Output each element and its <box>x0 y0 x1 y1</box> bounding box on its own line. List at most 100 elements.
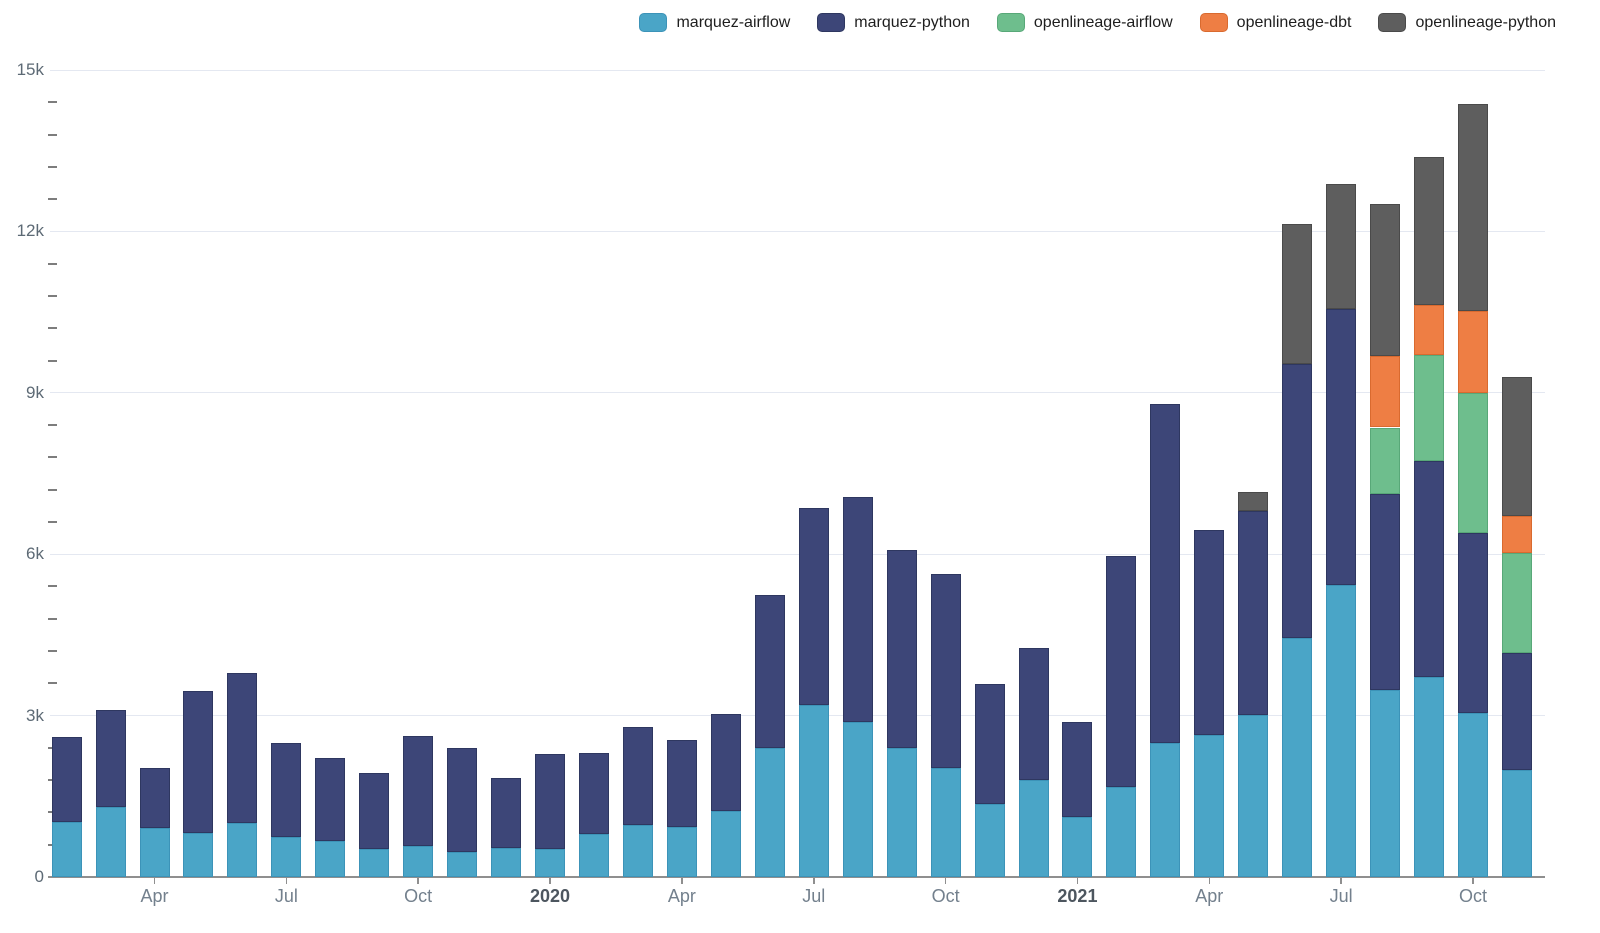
bar-segment-openlineage-python[interactable] <box>1458 104 1488 311</box>
bar-segment-marquez-airflow[interactable] <box>1501 769 1532 877</box>
bar-segment-marquez-python[interactable] <box>95 709 126 808</box>
bar-segment-openlineage-dbt[interactable] <box>1501 516 1532 554</box>
bar-segment-marquez-airflow[interactable] <box>1282 638 1313 877</box>
legend-item-marquez-python[interactable]: marquez-python <box>817 13 970 32</box>
bar-segment-marquez-airflow[interactable] <box>930 768 961 877</box>
bar-segment-marquez-python[interactable] <box>1326 309 1357 586</box>
y-minor-tick <box>48 617 57 620</box>
x-axis-tick <box>549 878 551 884</box>
bar-segment-marquez-python[interactable] <box>1370 494 1401 691</box>
bar-segment-openlineage-airflow[interactable] <box>1370 427 1401 495</box>
bar-segment-marquez-airflow[interactable] <box>359 849 390 877</box>
bar-segment-openlineage-python[interactable] <box>1501 376 1532 516</box>
bar-segment-marquez-python[interactable] <box>886 550 917 748</box>
bar-segment-marquez-python[interactable] <box>842 496 873 722</box>
bar-segment-marquez-airflow[interactable] <box>1326 585 1357 877</box>
bar-segment-marquez-python[interactable] <box>798 507 829 705</box>
bar-segment-marquez-python[interactable] <box>491 778 522 849</box>
y-gridline <box>50 230 1545 232</box>
bar-segment-marquez-airflow[interactable] <box>403 846 434 877</box>
bar-segment-marquez-python[interactable] <box>710 713 741 811</box>
x-axis-label: Jul <box>802 886 826 906</box>
bar-segment-marquez-python[interactable] <box>403 735 434 847</box>
bar-segment-marquez-airflow[interactable] <box>51 821 82 877</box>
bar-segment-marquez-python[interactable] <box>1414 461 1445 678</box>
y-minor-tick <box>48 488 57 491</box>
bar-segment-marquez-python[interactable] <box>1018 647 1049 780</box>
bar-segment-marquez-airflow[interactable] <box>1194 734 1225 877</box>
bar-segment-marquez-airflow[interactable] <box>1018 779 1049 877</box>
y-minor-tick <box>48 101 57 104</box>
bar-segment-marquez-python[interactable] <box>359 773 390 850</box>
bar-segment-marquez-airflow[interactable] <box>227 823 258 877</box>
bar-segment-marquez-python[interactable] <box>579 752 609 834</box>
bar-segment-marquez-airflow[interactable] <box>579 833 609 877</box>
bar-segment-marquez-airflow[interactable] <box>1370 690 1401 877</box>
bar-segment-marquez-python[interactable] <box>1458 533 1488 713</box>
bar-segment-marquez-airflow[interactable] <box>974 804 1005 877</box>
bar-segment-marquez-airflow[interactable] <box>271 837 302 877</box>
y-minor-tick <box>48 133 57 136</box>
bar-segment-marquez-airflow[interactable] <box>1238 715 1269 877</box>
bar-segment-marquez-python[interactable] <box>139 768 170 829</box>
bar-segment-marquez-airflow[interactable] <box>754 747 785 877</box>
bar-segment-marquez-python[interactable] <box>1106 556 1137 788</box>
bar-segment-marquez-python[interactable] <box>51 737 82 822</box>
bar-segment-marquez-airflow[interactable] <box>491 848 522 877</box>
bar-segment-openlineage-dbt[interactable] <box>1458 310 1488 393</box>
y-minor-tick <box>48 456 57 459</box>
bar-segment-marquez-airflow[interactable] <box>315 841 346 877</box>
bar-segment-marquez-airflow[interactable] <box>886 747 917 877</box>
bar-segment-marquez-airflow[interactable] <box>622 824 653 877</box>
bar-segment-marquez-python[interactable] <box>447 747 478 852</box>
bar-segment-marquez-airflow[interactable] <box>798 704 829 877</box>
bar-segment-marquez-airflow[interactable] <box>842 721 873 877</box>
bar-segment-marquez-airflow[interactable] <box>1106 787 1137 877</box>
bar-segment-marquez-airflow[interactable] <box>710 810 741 877</box>
bar-segment-marquez-python[interactable] <box>930 574 961 769</box>
legend-swatch-icon <box>1378 13 1407 32</box>
bar-segment-marquez-python[interactable] <box>1238 510 1269 716</box>
legend-item-marquez-airflow[interactable]: marquez-airflow <box>639 13 790 32</box>
bar-segment-marquez-airflow[interactable] <box>95 807 126 877</box>
bar-segment-marquez-airflow[interactable] <box>1062 817 1093 877</box>
bar-segment-marquez-airflow[interactable] <box>1150 743 1181 877</box>
bar-segment-marquez-python[interactable] <box>754 595 785 748</box>
bar-segment-openlineage-dbt[interactable] <box>1370 355 1401 428</box>
bar-segment-marquez-python[interactable] <box>271 742 302 838</box>
bar-segment-marquez-python[interactable] <box>227 672 258 824</box>
bar-segment-openlineage-python[interactable] <box>1238 492 1269 511</box>
bar-segment-marquez-airflow[interactable] <box>1458 712 1488 877</box>
bar-segment-marquez-python[interactable] <box>535 754 566 850</box>
bar-segment-marquez-airflow[interactable] <box>535 849 566 877</box>
bar-segment-marquez-airflow[interactable] <box>447 851 478 877</box>
legend-item-openlineage-dbt[interactable]: openlineage-dbt <box>1199 13 1351 32</box>
bar-segment-marquez-python[interactable] <box>974 684 1005 805</box>
bar-segment-marquez-python[interactable] <box>1501 652 1532 770</box>
bar-segment-marquez-python[interactable] <box>1194 529 1225 735</box>
bar-segment-marquez-airflow[interactable] <box>139 828 170 877</box>
y-axis-label: 0 <box>34 867 44 886</box>
bar-segment-marquez-python[interactable] <box>666 740 697 827</box>
bar-segment-openlineage-python[interactable] <box>1282 224 1313 365</box>
bar-segment-marquez-airflow[interactable] <box>666 826 697 877</box>
bar-segment-openlineage-airflow[interactable] <box>1414 355 1445 462</box>
bar-segment-marquez-python[interactable] <box>1062 722 1093 818</box>
bar-segment-openlineage-python[interactable] <box>1370 203 1401 356</box>
x-axis-label: Apr <box>140 886 169 906</box>
y-gridline <box>50 69 1545 71</box>
legend-item-openlineage-python[interactable]: openlineage-python <box>1378 13 1556 32</box>
legend-item-openlineage-airflow[interactable]: openlineage-airflow <box>996 13 1173 32</box>
bar-segment-marquez-python[interactable] <box>183 690 214 833</box>
bar-segment-openlineage-airflow[interactable] <box>1501 553 1532 653</box>
bar-segment-marquez-python[interactable] <box>1282 364 1313 639</box>
bar-segment-marquez-airflow[interactable] <box>1414 677 1445 877</box>
bar-segment-marquez-airflow[interactable] <box>183 832 214 877</box>
bar-segment-openlineage-dbt[interactable] <box>1414 305 1445 356</box>
bar-segment-marquez-python[interactable] <box>622 726 653 825</box>
bar-segment-marquez-python[interactable] <box>1150 404 1181 744</box>
bar-segment-openlineage-python[interactable] <box>1414 156 1445 306</box>
bar-segment-openlineage-airflow[interactable] <box>1458 392 1488 534</box>
bar-segment-openlineage-python[interactable] <box>1326 183 1357 310</box>
bar-segment-marquez-python[interactable] <box>315 758 346 842</box>
